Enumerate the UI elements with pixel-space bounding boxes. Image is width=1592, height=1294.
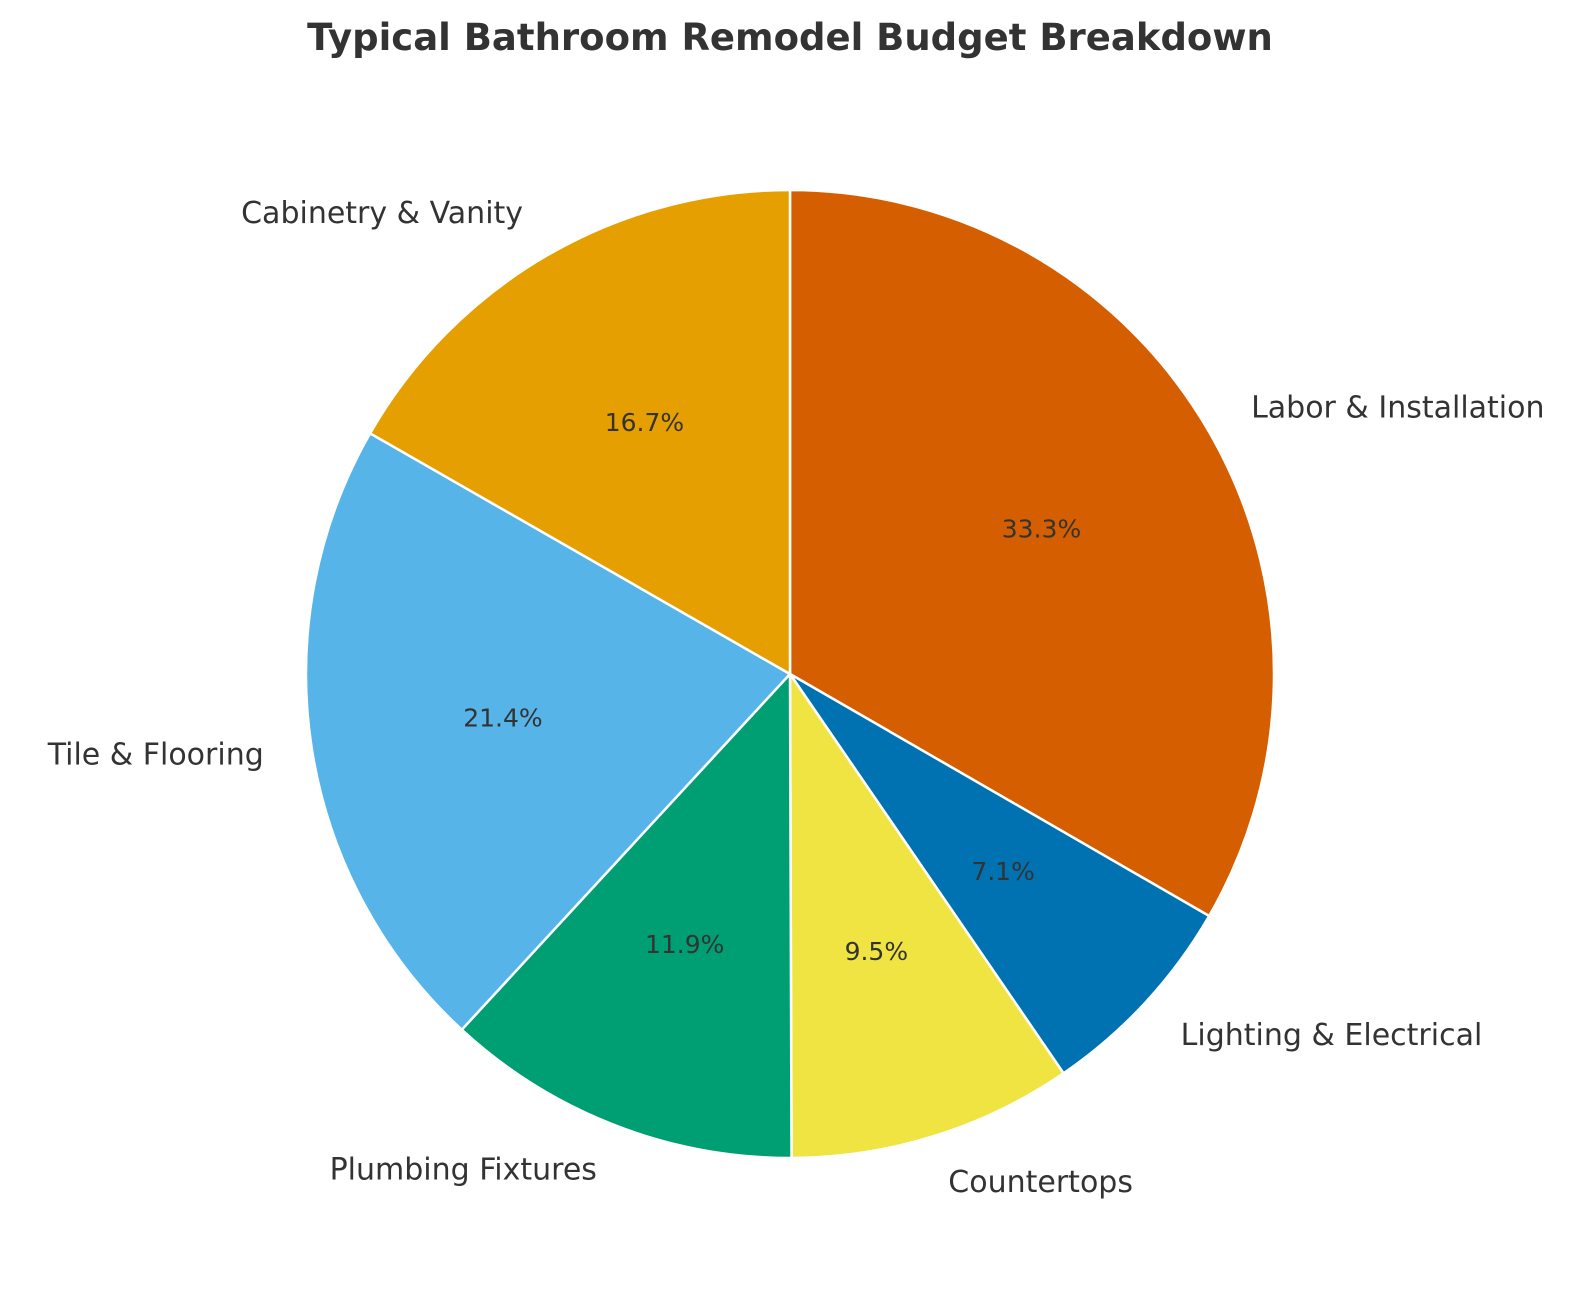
pie-slice-tile-and-flooring bbox=[304, 431, 792, 1032]
category-labels: Labor & Installation Lighting & Electrica… bbox=[47, 196, 1545, 1200]
category-label-cabinetry-and-vanity: Cabinetry & Vanity bbox=[241, 196, 523, 231]
pie-slice-countertops bbox=[788, 669, 1066, 1160]
category-label-plumbing-fixtures: Plumbing Fixtures bbox=[330, 1153, 597, 1188]
pie-slices bbox=[304, 188, 1276, 1160]
pct-label-lighting-and-electrical: 7.1% bbox=[971, 857, 1035, 886]
chart-title: Typical Bathroom Remodel Budget Breakdow… bbox=[307, 16, 1273, 59]
category-label-countertops: Countertops bbox=[948, 1165, 1133, 1200]
pct-label-cabinetry-and-vanity: 16.7% bbox=[605, 408, 684, 437]
pct-label-labor-and-installation: 33.3% bbox=[1002, 514, 1081, 543]
category-label-lighting-and-electrical: Lighting & Electrical bbox=[1181, 1018, 1483, 1053]
pct-label-plumbing-fixtures: 11.9% bbox=[645, 930, 724, 959]
pct-label-tile-and-flooring: 21.4% bbox=[463, 704, 542, 733]
category-label-tile-and-flooring: Tile & Flooring bbox=[47, 737, 264, 772]
pie-slice-labor-and-installation bbox=[788, 188, 1276, 918]
pie-slice-lighting-and-electrical bbox=[788, 672, 1211, 1076]
pie-slice-cabinetry-and-vanity bbox=[368, 188, 792, 677]
pie-slice-plumbing-fixtures bbox=[459, 670, 793, 1160]
pct-label-countertops: 9.5% bbox=[845, 937, 909, 966]
percentage-labels: 33.3% 7.1% 9.5% 11.9% 21.4% 16.7% bbox=[463, 408, 1081, 966]
category-label-labor-and-installation: Labor & Installation bbox=[1251, 390, 1544, 425]
